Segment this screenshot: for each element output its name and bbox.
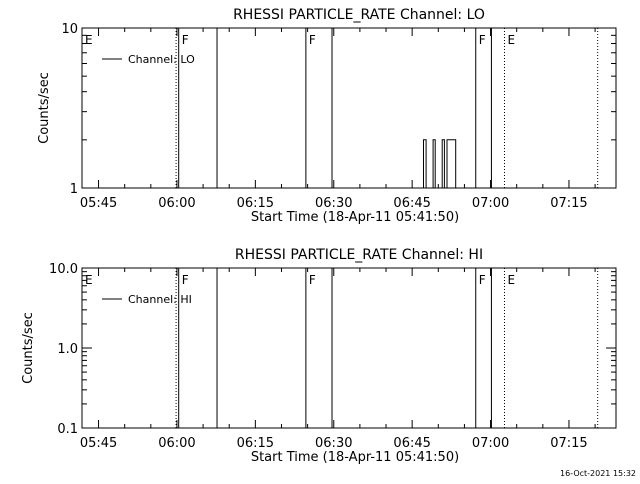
y-tick-label: 1.0 xyxy=(57,342,78,357)
event-marker-label: F xyxy=(309,273,316,287)
legend-entry: Channel: LO xyxy=(128,53,195,66)
plot-frame xyxy=(81,267,617,429)
event-marker-label: F xyxy=(182,273,189,287)
event-marker-label: E xyxy=(85,33,93,47)
y-tick-label: 10 xyxy=(61,22,78,37)
y-tick-label: 0.1 xyxy=(57,422,78,437)
x-tick-label: 06:30 xyxy=(315,436,352,451)
y-axis-label: Counts/sec xyxy=(21,312,36,384)
lo-channel-panel: RHESSI PARTICLE_RATE Channel: LO 05:45 06:… xyxy=(37,7,617,225)
series-line xyxy=(423,139,457,189)
chart-title: RHESSI PARTICLE_RATE Channel: HI xyxy=(235,247,483,263)
event-marker-label: F xyxy=(479,273,486,287)
x-tick-label: 06:45 xyxy=(393,196,430,211)
x-tick-label: 05:45 xyxy=(80,196,117,211)
y-axis-label: Counts/sec xyxy=(37,72,52,144)
x-tick-label: 06:00 xyxy=(158,436,195,451)
x-tick-label: 06:45 xyxy=(393,436,430,451)
legend-entry: Channel: HI xyxy=(128,293,192,306)
event-marker-label: E xyxy=(85,273,93,287)
x-axis-label: Start Time (18-Apr-11 05:41:50) xyxy=(251,450,459,465)
x-tick-label: 06:15 xyxy=(237,196,274,211)
y-tick-label: 10.0 xyxy=(49,262,78,277)
x-tick-label: 06:15 xyxy=(237,436,274,451)
y-tick-label: 1 xyxy=(70,182,78,197)
x-tick-label: 06:30 xyxy=(315,196,352,211)
event-marker-label: F xyxy=(479,33,486,47)
chart-title: RHESSI PARTICLE_RATE Channel: LO xyxy=(233,7,485,23)
x-tick-label: 07:00 xyxy=(472,436,509,451)
event-marker-label: F xyxy=(309,33,316,47)
event-marker-label: F xyxy=(182,33,189,47)
x-tick-label: 06:00 xyxy=(158,196,195,211)
generation-timestamp: 16-Oct-2021 15:32 xyxy=(560,469,636,478)
plot-frame xyxy=(81,27,617,189)
x-tick-label: 05:45 xyxy=(80,436,117,451)
event-marker-label: E xyxy=(507,273,515,287)
x-tick-label: 07:15 xyxy=(550,196,587,211)
event-marker-label: E xyxy=(507,33,515,47)
hi-channel-panel: RHESSI PARTICLE_RATE Channel: HI 05:45 06:… xyxy=(21,247,617,465)
x-tick-label: 07:15 xyxy=(550,436,587,451)
x-axis-label: Start Time (18-Apr-11 05:41:50) xyxy=(251,210,459,225)
x-tick-label: 07:00 xyxy=(472,196,509,211)
